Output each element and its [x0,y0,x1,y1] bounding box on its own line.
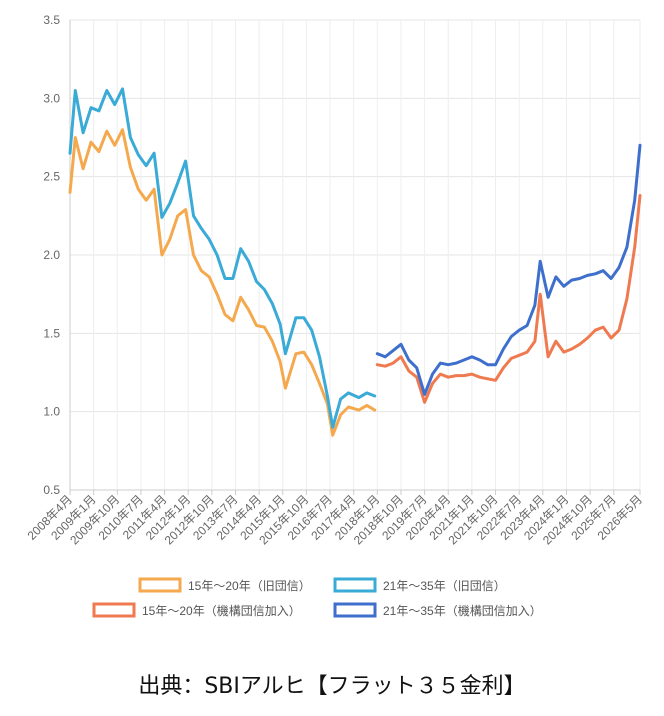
y-tick-label: 0.5 [43,483,60,497]
legend-swatch [92,602,136,618]
y-axis: 0.5 1.0 1.5 2.0 2.5 3.0 3.5 [43,13,71,497]
legend-label: 21年〜35年（旧団信） [383,579,506,593]
legend-label: 15年〜20年（旧団信） [188,579,311,593]
legend-item-2[interactable]: 21年〜35年（旧団信） [333,577,506,593]
legend-swatch [333,577,377,593]
y-tick-label: 3.5 [43,13,60,27]
y-tick-label: 3.0 [43,91,60,105]
y-tick-label: 2.5 [43,170,60,184]
legend-swatch [333,602,377,618]
series-line-1 [68,128,377,437]
y-tick-label: 1.5 [43,326,60,340]
y-tick-label: 1.0 [43,405,60,419]
legend-item-3[interactable]: 15年〜20年（機構団信加入） [92,602,301,618]
chart-legend[interactable]: 15年〜20年（旧団信） 21年〜35年（旧団信） 15年〜20年（機構団信加入） 2… [92,577,542,618]
rate-chart: 0.5 1.0 1.5 2.0 2.5 3.0 3.5 2008年4月2009年1月2009… [25,13,645,618]
legend-swatch [138,577,182,593]
series-line-3 [375,194,642,404]
legend-label: 15年〜20年（機構団信加入） [142,603,301,618]
source-caption: 出典：SBIアルヒ【フラット３５金利】 [138,674,526,699]
legend-item-4[interactable]: 21年〜35年（機構団信加入） [333,602,542,618]
y-tick-label: 2.0 [43,248,60,262]
series-line-4 [375,143,642,396]
legend-item-1[interactable]: 15年〜20年（旧団信） [138,577,311,593]
series-line-2 [68,87,377,429]
plot-lines [68,87,642,437]
x-axis: 2008年4月2009年1月2009年10月2010年7月2011年4月2012… [25,489,645,547]
legend-label: 21年〜35年（機構団信加入） [383,603,542,618]
chart-grid [69,19,641,491]
